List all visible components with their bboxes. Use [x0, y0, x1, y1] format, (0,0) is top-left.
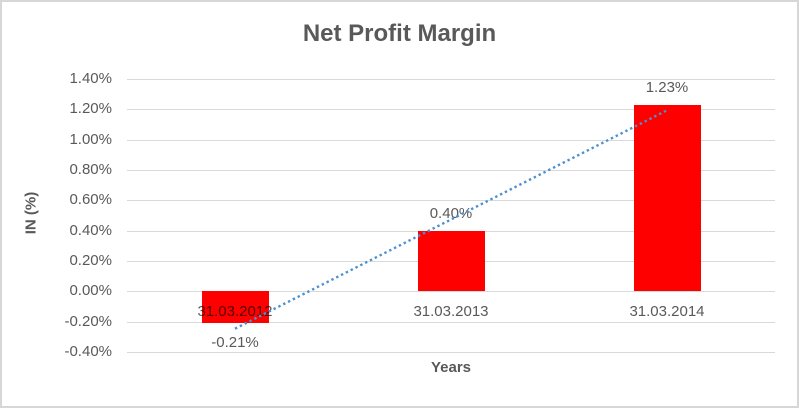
- chart-title: Net Profit Margin: [302, 20, 497, 47]
- gridline: [127, 352, 775, 353]
- gridline: [127, 139, 775, 141]
- data-label: 1.23%: [645, 78, 689, 96]
- y-axis-tick-label: 0.00%: [69, 282, 112, 300]
- y-axis-tick-label: 0.20%: [69, 252, 112, 269]
- y-axis-tick-label: 1.00%: [69, 130, 112, 148]
- gridline: [127, 170, 775, 171]
- bar-31.03.2013[interactable]: [417, 230, 485, 292]
- bar-31.03.2012[interactable]: [201, 291, 269, 324]
- y-axis-tick-label: 0.40%: [69, 221, 112, 239]
- data-label: -0.21%: [211, 334, 259, 352]
- y-axis-tick-label: 1.20%: [69, 100, 112, 118]
- x-axis-title: Years: [430, 359, 472, 376]
- y-axis-tick-label: -0.40%: [64, 343, 112, 360]
- data-label: 0.40%: [429, 204, 473, 222]
- y-axis-tick-label: -0.20%: [64, 312, 112, 330]
- y-axis-tick-label: 0.60%: [69, 191, 112, 209]
- y-axis-tick-label: 0.80%: [69, 161, 112, 178]
- trendline-dotted-line[interactable]: [234, 109, 668, 330]
- gridline: [127, 321, 775, 323]
- bar-31.03.2014[interactable]: [633, 104, 701, 292]
- gridline: [127, 200, 775, 202]
- gridline: [127, 109, 775, 111]
- gridline: [127, 291, 775, 293]
- gridline: [127, 79, 775, 80]
- y-axis-tick-label: 1.40%: [69, 70, 112, 87]
